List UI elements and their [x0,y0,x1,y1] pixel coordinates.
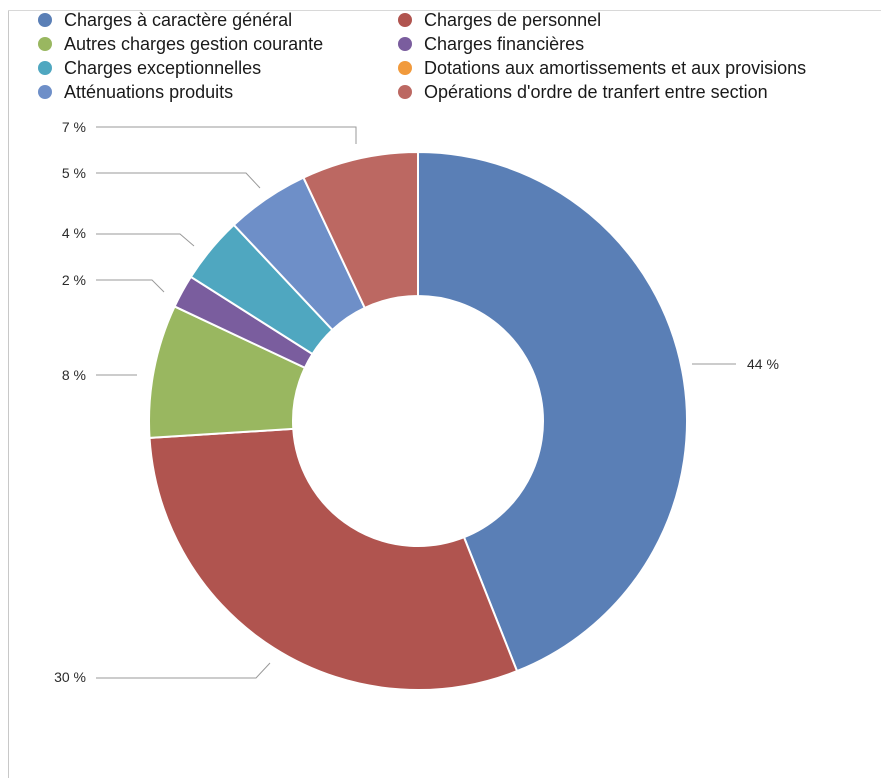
legend-item: Atténuations produits [38,81,233,103]
legend-item: Charges exceptionnelles [38,57,261,79]
legend-marker [38,37,52,51]
leader-line [96,279,165,293]
legend-item: Charges financières [398,33,584,55]
legend-label: Charges exceptionnelles [64,57,262,78]
legend-item: Charges à caractère général [38,9,292,31]
leader-line [96,662,271,679]
donut-slice [417,150,688,673]
leader-line [96,172,261,189]
legend-item: Dotations aux amortissements et aux prov… [398,57,806,79]
legend-item: Opérations d'ordre de tranfert entre sec… [398,81,768,103]
donut-slice [148,427,519,691]
frame-border-left [8,10,9,778]
data-label: 44 % [747,356,779,372]
legend-marker [398,61,412,75]
data-label: 8 % [62,367,86,383]
legend-marker [398,13,412,27]
legend-item: Charges de personnel [398,9,601,31]
data-label: 4 % [62,225,86,241]
legend-label: Charges à caractère général [64,9,293,30]
frame-border-top [8,10,881,11]
legend-label: Charges de personnel [424,9,602,30]
leader-line [96,233,195,247]
legend-label: Autres charges gestion courante [64,33,324,54]
legend-marker [398,37,412,51]
data-label: 5 % [62,165,86,181]
legend-marker [38,13,52,27]
legend-label: Atténuations produits [64,81,234,102]
legend-marker [38,61,52,75]
legend-label: Opérations d'ordre de tranfert entre sec… [424,81,768,102]
legend-item: Autres charges gestion courante [38,33,323,55]
donut-slice [302,150,419,310]
data-label: 2 % [62,272,86,288]
data-label: 30 % [54,669,86,685]
legend-marker [38,85,52,99]
leader-line [96,126,357,144]
legend-label: Charges financières [424,33,585,54]
legend-marker [398,85,412,99]
legend-label: Dotations aux amortissements et aux prov… [424,57,807,78]
data-label: 7 % [62,119,86,135]
